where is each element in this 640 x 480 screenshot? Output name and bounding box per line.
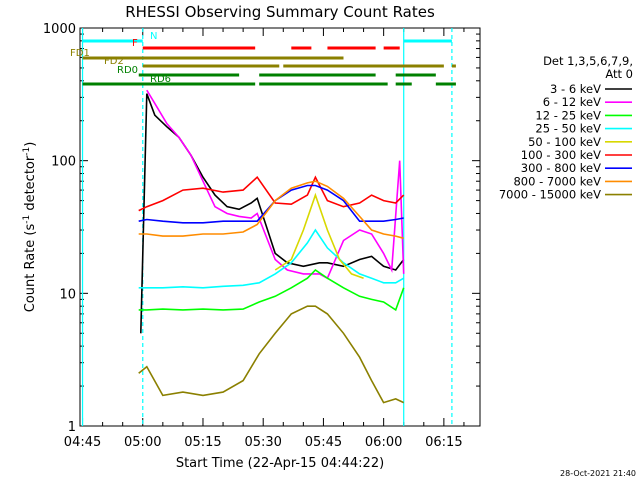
flag-label: FD1	[70, 48, 90, 59]
chart-title: RHESSI Observing Summary Count Rates	[125, 3, 435, 21]
timestamp: 28-Oct-2021 21:40	[560, 469, 636, 478]
legend-header-line-2: Att 0	[605, 67, 633, 81]
series-line	[146, 89, 405, 280]
series-line	[138, 268, 405, 312]
x-tick-label: 05:00	[124, 435, 161, 450]
legend-header-line-1: Det 1,3,5,6,7,9,	[543, 54, 633, 68]
legend-label: 3 - 6 keV	[550, 82, 601, 96]
flag-label: RD6	[150, 74, 171, 85]
flag-label: FD2	[104, 56, 124, 67]
flag-label: F	[132, 38, 138, 49]
x-tick-label: 05:45	[305, 435, 342, 450]
axis-ticks	[80, 27, 480, 427]
legend-label: 300 - 800 keV	[521, 161, 601, 175]
y-axis-label: Count Rate (s-1 detector-1)	[22, 142, 38, 313]
x-tick-labels: 04:45 05:00 05:15 05:30 05:45 06:00 06:15	[64, 435, 463, 450]
series-line	[138, 184, 404, 224]
x-axis-label: Start Time (22-Apr-15 04:44:22)	[176, 456, 384, 471]
x-tick-label: 05:30	[244, 435, 281, 450]
series-line	[138, 175, 405, 212]
y-tick-label: 1000	[43, 22, 76, 37]
y-tick-label: 10	[59, 287, 76, 302]
legend-label: 12 - 25 keV	[535, 108, 601, 122]
y-tick-labels: 1 10 100 1000	[43, 22, 76, 435]
series-lines	[138, 89, 405, 404]
series-line	[138, 305, 405, 404]
plot-frame	[79, 27, 481, 427]
legend-label: 800 - 7000 keV	[513, 174, 601, 188]
x-tick-label: 05:15	[184, 435, 221, 450]
legend-label: 25 - 50 keV	[535, 122, 601, 136]
flag-label: N	[150, 31, 157, 42]
legend-label: 50 - 100 keV	[528, 135, 601, 149]
flag-label: RD0	[117, 65, 138, 76]
y-tick-label: 1	[68, 420, 76, 435]
flag-bars	[82, 39, 456, 86]
series-line	[274, 192, 364, 279]
series-line	[138, 180, 404, 240]
legend-label: 6 - 12 keV	[543, 95, 601, 109]
legend-label: 100 - 300 keV	[521, 148, 601, 162]
series-line	[138, 228, 405, 289]
x-tick-label: 06:00	[365, 435, 402, 450]
y-tick-label: 100	[51, 155, 76, 170]
legend-label: 7000 - 15000 keV	[499, 188, 601, 202]
x-tick-label: 06:15	[425, 435, 462, 450]
x-tick-label: 04:45	[64, 435, 101, 450]
